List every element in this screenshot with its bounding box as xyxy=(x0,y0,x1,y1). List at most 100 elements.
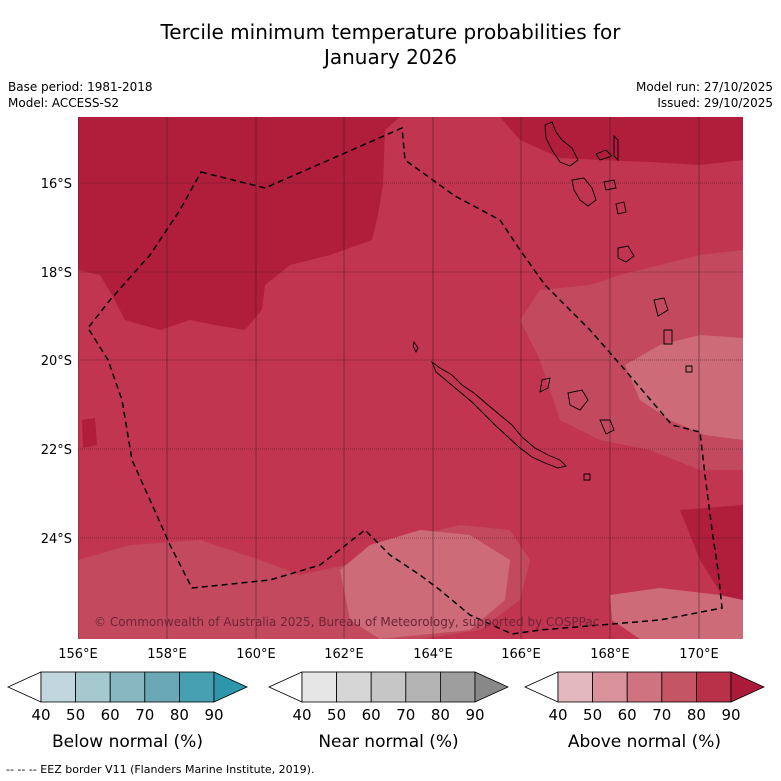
colorbar-low-extend xyxy=(524,671,559,703)
colorbar-tick-label: 60 xyxy=(362,706,381,724)
colorbar-segment xyxy=(109,671,146,703)
longitude-label: 160°E xyxy=(236,647,276,662)
colorbar-tick-label: 70 xyxy=(396,706,415,724)
colorbar-tick-label: 80 xyxy=(431,706,450,724)
colorbar-segment xyxy=(301,671,337,703)
colorbar-high-extend xyxy=(730,671,765,703)
colorbar-segment xyxy=(370,671,407,703)
longitude-label: 168°E xyxy=(590,647,630,662)
coast-pentecost xyxy=(613,134,619,162)
longitude-label: 156°E xyxy=(58,647,98,662)
colorbar-tick-label: 80 xyxy=(170,706,189,724)
longitude-labels: 156°E 158°E 160°E 162°E 164°E 166°E 168°E 170°E xyxy=(58,647,719,662)
colorbar-tick-label: 50 xyxy=(583,706,602,724)
colorbar-title: Near normal (%) xyxy=(318,732,458,752)
latitude-label: 18°S xyxy=(41,266,72,281)
colorbar-segment xyxy=(661,671,697,703)
copyright-text: © Commonwealth of Australia 2025, Bureau… xyxy=(94,615,599,629)
colorbar-title: Above normal (%) xyxy=(568,732,721,752)
colorbar-title: Below normal (%) xyxy=(52,732,203,752)
coast-malekula xyxy=(571,177,597,207)
colorbar-tick-label: 70 xyxy=(135,706,154,724)
colorbar-high-extend xyxy=(213,671,248,703)
colorbar-low-extend xyxy=(268,671,303,703)
colorbar-tick-label: 70 xyxy=(652,706,671,724)
colorbar-segment xyxy=(557,671,593,703)
high-probability-spot-w xyxy=(82,418,97,448)
colorbar-segment xyxy=(592,671,628,703)
colorbar-tick-label: 60 xyxy=(618,706,637,724)
latitude-label: 24°S xyxy=(41,532,72,547)
coast-ambrym xyxy=(603,179,617,191)
longitude-label: 162°E xyxy=(324,647,364,662)
latitude-labels: 16°S 18°S 20°S 22°S 24°S xyxy=(41,177,72,547)
longitude-label: 158°E xyxy=(147,647,187,662)
low-probability-region-e xyxy=(625,335,743,440)
low-probability-region-se xyxy=(610,588,743,639)
coast-erromango xyxy=(653,297,669,317)
coast-belep xyxy=(412,340,419,354)
colorbar-segment xyxy=(75,671,111,703)
high-probability-region-nw xyxy=(78,117,400,330)
colorbar-tick-label: 90 xyxy=(465,706,484,724)
colorbar-segment xyxy=(144,671,180,703)
coast-ambae xyxy=(595,149,613,161)
coast-tanna xyxy=(663,329,673,345)
latitude-label: 16°S xyxy=(41,177,72,192)
model-run: Model run: 27/10/2025 xyxy=(635,80,773,94)
model-name: Model: ACCESS-S2 xyxy=(8,96,120,110)
eez-footnote: -- -- -- EEZ border V11 (Flanders Marine… xyxy=(6,763,315,776)
meta-right: Model run: 27/10/2025 Issued: 29/10/2025 xyxy=(636,79,773,111)
colorbar-segment xyxy=(40,671,76,703)
base-period: Base period: 1981-2018 xyxy=(8,80,153,94)
coastlines xyxy=(412,121,693,481)
coast-espiritu-santo xyxy=(544,121,579,167)
colorbar-segment xyxy=(439,671,476,703)
colorbar-segment xyxy=(626,671,663,703)
meta-left: Base period: 1981-2018 Model: ACCESS-S2 xyxy=(8,79,153,111)
graticule xyxy=(78,117,743,639)
coast-ouvea xyxy=(539,377,551,393)
colorbar-segment xyxy=(696,671,732,703)
longitude-label: 170°E xyxy=(679,647,719,662)
low-probability-region-s xyxy=(340,530,510,639)
coast-efate xyxy=(617,245,635,263)
issued-date: Issued: 29/10/2025 xyxy=(657,96,773,110)
colorbar-segment xyxy=(405,671,441,703)
coast-new-caledonia xyxy=(430,360,567,469)
colorbar-high-extend xyxy=(474,671,509,703)
latitude-label: 22°S xyxy=(41,443,72,458)
high-probability-region-ne xyxy=(500,117,743,165)
colorbar-tick-label: 40 xyxy=(31,706,50,724)
coast-aneityum xyxy=(685,365,693,373)
eez-border xyxy=(87,126,723,635)
colorbar-segment xyxy=(336,671,372,703)
colorbar-tick-label: 90 xyxy=(721,706,740,724)
colorbar-tick-label: 40 xyxy=(292,706,311,724)
coast-lifou xyxy=(567,389,589,411)
colorbar-tick-label: 50 xyxy=(327,706,346,724)
chart-title: Tercile minimum temperature probabilitie… xyxy=(0,20,781,70)
colorbar-segment xyxy=(178,671,215,703)
colorbar-tick-label: 40 xyxy=(548,706,567,724)
coast-isle-of-pines xyxy=(583,473,591,481)
longitude-label: 164°E xyxy=(413,647,453,662)
coast-mare xyxy=(599,419,615,435)
title-line-1: Tercile minimum temperature probabilitie… xyxy=(160,20,621,44)
high-probability-region-se xyxy=(680,505,743,600)
latitude-label: 20°S xyxy=(41,354,72,369)
colorbar-tick-label: 60 xyxy=(101,706,120,724)
title-line-2: January 2026 xyxy=(323,45,458,69)
colorbar-low-extend xyxy=(7,671,42,703)
colorbar-tick-label: 90 xyxy=(204,706,223,724)
colorbar-tick-label: 50 xyxy=(66,706,85,724)
longitude-label: 166°E xyxy=(501,647,541,662)
coast-epi xyxy=(615,201,627,215)
colorbar-near-normal: 40 50 60 70 80 90 Near normal (%) xyxy=(268,671,509,752)
probability-field xyxy=(78,117,743,639)
colorbar-tick-label: 80 xyxy=(687,706,706,724)
